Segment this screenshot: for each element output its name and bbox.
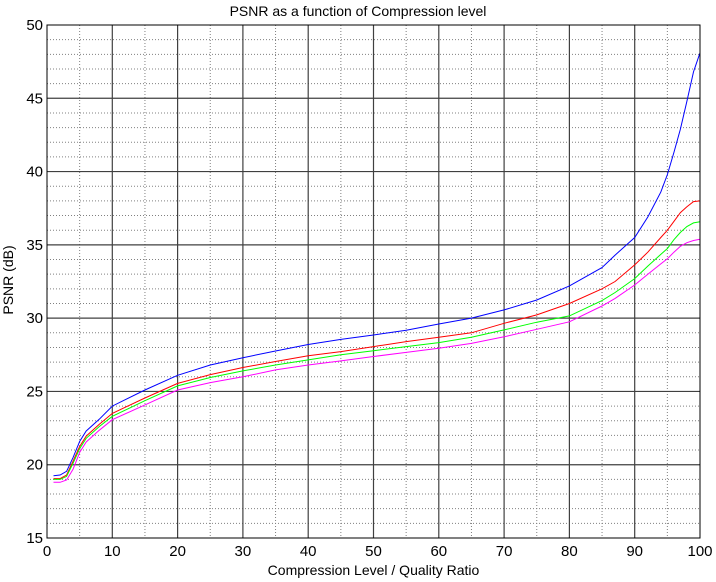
series-line-red xyxy=(53,200,701,480)
y-tick-label: 15 xyxy=(26,530,43,547)
minor-gridlines xyxy=(47,25,700,538)
x-tick-label: 50 xyxy=(365,543,382,560)
axes-frame xyxy=(46,24,701,539)
x-tick-label: 60 xyxy=(430,543,447,560)
x-axis-ticks: 0 10 20 30 40 50 60 70 80 90 100 xyxy=(43,543,713,560)
x-tick-label: 0 xyxy=(43,543,51,560)
data-series xyxy=(53,52,701,483)
y-tick-label: 45 xyxy=(26,90,43,107)
x-axis-label: Compression Level / Quality Ratio xyxy=(267,562,480,578)
y-tick-label: 35 xyxy=(26,237,43,254)
x-tick-label: 10 xyxy=(104,543,121,560)
y-axis-label: PSNR (dB) xyxy=(0,245,16,315)
y-tick-label: 25 xyxy=(26,383,43,400)
series-line-green xyxy=(53,221,701,480)
x-tick-label: 90 xyxy=(626,543,643,560)
chart-title: PSNR as a function of Compression level xyxy=(229,3,487,19)
y-tick-label: 50 xyxy=(26,17,43,34)
major-gridlines xyxy=(47,25,700,538)
series-line-blue xyxy=(53,52,701,477)
x-tick-label: 100 xyxy=(687,543,712,560)
y-tick-label: 30 xyxy=(26,310,43,327)
series-line-magenta xyxy=(53,238,701,483)
y-tick-label: 40 xyxy=(26,164,43,181)
x-tick-label: 70 xyxy=(496,543,513,560)
x-tick-label: 20 xyxy=(169,543,186,560)
x-tick-label: 80 xyxy=(561,543,578,560)
x-tick-label: 30 xyxy=(235,543,252,560)
y-tick-label: 20 xyxy=(26,457,43,474)
y-axis-ticks: 15 20 25 30 35 40 45 50 xyxy=(26,17,43,547)
x-tick-label: 40 xyxy=(300,543,317,560)
